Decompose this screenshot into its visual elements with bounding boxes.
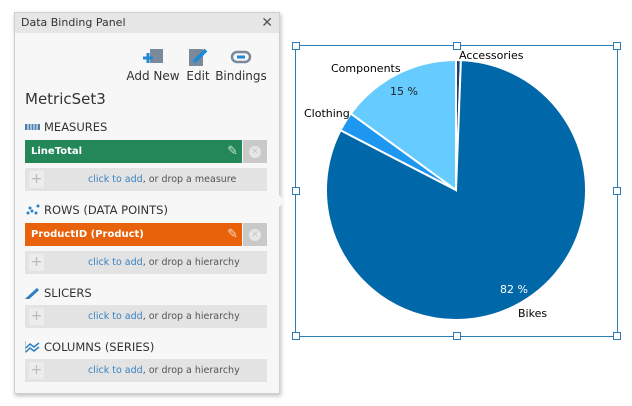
- resize-handle[interactable]: [613, 42, 621, 50]
- edit-icon: [183, 45, 213, 69]
- row-item-productid[interactable]: ProductID (Product) ✎: [25, 223, 242, 246]
- add-row-dropzone[interactable]: + click to add, or drop a hierarchy: [25, 251, 267, 274]
- edit-button[interactable]: Edit: [183, 45, 213, 83]
- row-item-label: ProductID (Product): [31, 229, 144, 240]
- add-hint: , or drop a hierarchy: [142, 365, 240, 376]
- panel-header: Data Binding Panel ✕: [15, 13, 279, 33]
- measures-icon: [25, 124, 40, 130]
- pencil-icon[interactable]: ✎: [227, 144, 238, 159]
- metricset-name: MetricSet3: [25, 90, 106, 108]
- add-column-text: click to add, or drop a hierarchy: [88, 359, 240, 382]
- columns-icon: [25, 341, 40, 353]
- slicers-header: SLICERS: [25, 286, 92, 300]
- remove-measure-button[interactable]: ✕: [243, 140, 267, 163]
- resize-handle[interactable]: [453, 42, 461, 50]
- resize-handle[interactable]: [613, 187, 621, 195]
- slicers-title: SLICERS: [44, 286, 92, 300]
- rows-icon: [26, 204, 40, 215]
- remove-row-button[interactable]: ✕: [243, 223, 267, 246]
- resize-handle[interactable]: [292, 332, 300, 340]
- add-measure-text: click to add, or drop a measure: [88, 168, 236, 191]
- add-new-icon: [125, 45, 181, 69]
- slicers-icon: [25, 287, 40, 299]
- click-to-add-link[interactable]: click to add: [88, 174, 143, 185]
- remove-icon: ✕: [249, 228, 261, 241]
- plus-icon: +: [29, 254, 44, 271]
- measures-title: MEASURES: [44, 120, 108, 134]
- add-new-button[interactable]: Add New: [125, 45, 181, 83]
- add-hint: , or drop a measure: [142, 174, 237, 185]
- measure-item-linetotal[interactable]: LineTotal ✎: [25, 140, 242, 163]
- add-slicer-dropzone[interactable]: + click to add, or drop a hierarchy: [25, 305, 267, 328]
- panel-pointer: [277, 193, 285, 209]
- measure-item-label: LineTotal: [31, 146, 83, 157]
- rows-header: ROWS (DATA POINTS): [25, 203, 168, 217]
- add-new-label: Add New: [126, 69, 180, 83]
- measures-header: MEASURES: [25, 120, 107, 134]
- columns-header: COLUMNS (SERIES): [25, 340, 154, 354]
- add-row-text: click to add, or drop a hierarchy: [88, 251, 240, 274]
- click-to-add-link[interactable]: click to add: [88, 311, 143, 322]
- plus-icon: +: [29, 362, 44, 379]
- add-hint: , or drop a hierarchy: [142, 311, 240, 322]
- add-measure-dropzone[interactable]: + click to add, or drop a measure: [25, 168, 267, 191]
- data-binding-panel: Data Binding Panel ✕ Add New Edit Bindin…: [14, 12, 280, 394]
- columns-title: COLUMNS (SERIES): [44, 340, 155, 354]
- edit-label: Edit: [186, 69, 210, 83]
- bindings-button[interactable]: Bindings: [215, 45, 267, 83]
- close-icon[interactable]: ✕: [261, 15, 273, 31]
- add-slicer-text: click to add, or drop a hierarchy: [88, 305, 240, 328]
- chart-selection-box[interactable]: [295, 45, 618, 337]
- remove-icon: ✕: [249, 145, 261, 158]
- resize-handle[interactable]: [292, 187, 300, 195]
- click-to-add-link[interactable]: click to add: [88, 365, 143, 376]
- bindings-label: Bindings: [215, 69, 267, 83]
- bindings-icon: [215, 45, 267, 69]
- plus-icon: +: [29, 308, 44, 325]
- resize-handle[interactable]: [613, 332, 621, 340]
- resize-handle[interactable]: [292, 42, 300, 50]
- rows-title: ROWS (DATA POINTS): [44, 203, 168, 217]
- add-hint: , or drop a hierarchy: [142, 257, 240, 268]
- click-to-add-link[interactable]: click to add: [88, 257, 143, 268]
- add-column-dropzone[interactable]: + click to add, or drop a hierarchy: [25, 359, 267, 382]
- plus-icon: +: [29, 171, 44, 188]
- pencil-icon[interactable]: ✎: [227, 227, 238, 242]
- panel-title: Data Binding Panel: [21, 16, 126, 29]
- resize-handle[interactable]: [453, 332, 461, 340]
